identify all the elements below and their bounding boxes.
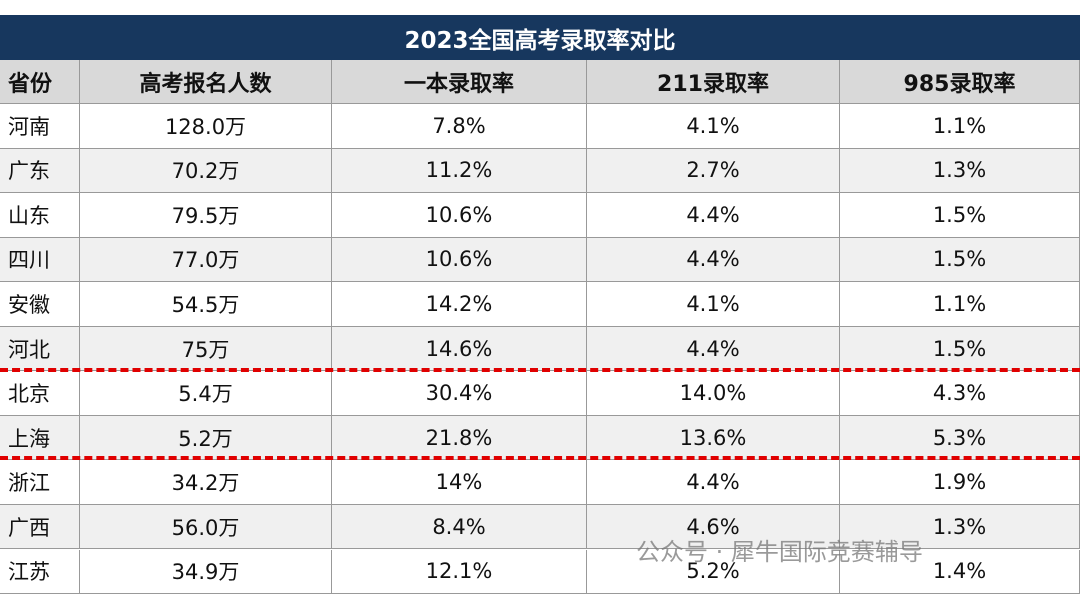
table-cell: 4.1% (587, 282, 840, 327)
table-cell: 70.2万 (80, 148, 332, 194)
table-cell: 128.0万 (80, 104, 332, 149)
table-cell: 14.0% (587, 371, 840, 416)
table-cell: 5.4万 (80, 371, 332, 416)
header-cell: 一本录取率 (332, 60, 587, 104)
table-cell: 77.0万 (80, 237, 332, 283)
table-cell: 四川 (0, 237, 80, 283)
table-cell: 北京 (0, 371, 80, 416)
table-cell: 4.1% (587, 104, 840, 149)
table-cell: 广东 (0, 148, 80, 194)
table-cell: 5.3% (840, 415, 1080, 461)
table-cell: 8.4% (332, 504, 587, 550)
table-cell: 1.5% (840, 193, 1080, 238)
table-title: 2023全国高考录取率对比 (0, 15, 1080, 60)
watermark: 公众号 · 犀牛国际竞赛辅导 (636, 538, 923, 566)
table-cell: 河北 (0, 326, 80, 372)
table-cell: 1.1% (840, 104, 1080, 149)
table-cell: 4.4% (587, 326, 840, 372)
table-cell: 11.2% (332, 148, 587, 194)
table-cell: 4.3% (840, 371, 1080, 416)
table-cell: 4.4% (587, 237, 840, 283)
header-cell: 985录取率 (840, 60, 1080, 104)
table-cell: 4.4% (587, 460, 840, 505)
table-cell: 上海 (0, 415, 80, 461)
table-cell: 54.5万 (80, 282, 332, 327)
table-cell: 1.1% (840, 282, 1080, 327)
table-cell: 10.6% (332, 193, 587, 238)
table-cell: 14.2% (332, 282, 587, 327)
table-cell: 河南 (0, 104, 80, 149)
table-cell: 14% (332, 460, 587, 505)
table-cell: 4.4% (587, 193, 840, 238)
table-cell: 13.6% (587, 415, 840, 461)
table-cell: 21.8% (332, 415, 587, 461)
table-cell: 12.1% (332, 549, 587, 594)
table-cell: 75万 (80, 326, 332, 372)
table-cell: 34.2万 (80, 460, 332, 505)
table-cell: 4.6% (587, 504, 840, 550)
header-cell: 省份 (0, 60, 80, 104)
table-cell: 79.5万 (80, 193, 332, 238)
table-cell: 56.0万 (80, 504, 332, 550)
table-cell: 5.2万 (80, 415, 332, 461)
table-cell: 1.9% (840, 460, 1080, 505)
table-cell: 10.6% (332, 237, 587, 283)
table-cell: 山东 (0, 193, 80, 238)
separator-dash (0, 456, 1080, 460)
table-cell: 1.3% (840, 504, 1080, 550)
table-cell: 浙江 (0, 460, 80, 505)
table-cell: 安徽 (0, 282, 80, 327)
table-cell: 1.5% (840, 326, 1080, 372)
table-cell: 2.7% (587, 148, 840, 194)
separator-dash (0, 368, 1080, 372)
table-cell: 30.4% (332, 371, 587, 416)
table-cell: 1.5% (840, 237, 1080, 283)
table-cell: 广西 (0, 504, 80, 550)
header-cell: 211录取率 (587, 60, 840, 104)
table-cell: 14.6% (332, 326, 587, 372)
table-cell: 7.8% (332, 104, 587, 149)
table-cell: 江苏 (0, 549, 80, 594)
table-cell: 34.9万 (80, 549, 332, 594)
header-cell: 高考报名人数 (80, 60, 332, 104)
table-cell: 1.3% (840, 148, 1080, 194)
